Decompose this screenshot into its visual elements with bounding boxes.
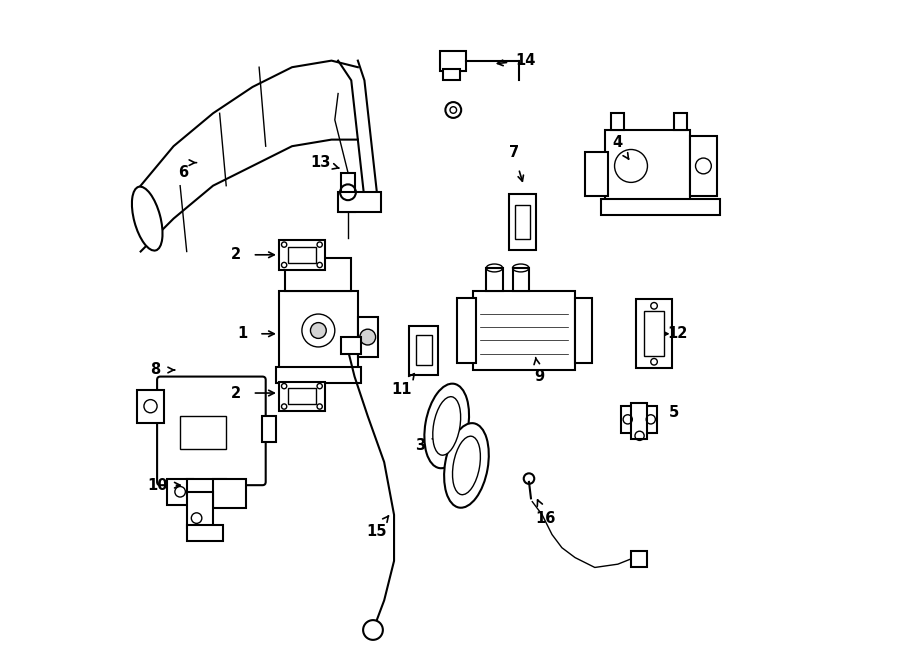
Circle shape	[360, 329, 375, 345]
Text: 14: 14	[516, 53, 536, 68]
Bar	[263, 416, 275, 442]
Bar	[279, 240, 325, 270]
Text: 5: 5	[669, 405, 679, 420]
Bar	[636, 299, 672, 368]
Circle shape	[363, 620, 382, 640]
Bar	[358, 317, 378, 357]
Text: 3: 3	[415, 438, 426, 453]
Bar	[631, 551, 647, 567]
Bar	[138, 390, 164, 422]
Circle shape	[282, 262, 287, 268]
Bar	[515, 205, 529, 239]
Bar	[288, 247, 316, 263]
Text: 7: 7	[508, 145, 519, 160]
Circle shape	[317, 404, 322, 409]
Bar	[585, 152, 608, 196]
Bar	[180, 416, 226, 449]
Text: 2: 2	[231, 385, 241, 401]
Circle shape	[317, 262, 322, 268]
Bar	[509, 194, 536, 250]
Bar	[409, 326, 438, 375]
Bar	[341, 173, 355, 212]
Circle shape	[651, 358, 657, 365]
Text: 2: 2	[231, 247, 241, 262]
Bar	[275, 367, 361, 383]
Circle shape	[282, 383, 287, 389]
Text: 16: 16	[536, 510, 555, 525]
Bar	[186, 525, 223, 541]
Text: 13: 13	[310, 155, 330, 170]
Bar	[674, 113, 687, 130]
Circle shape	[317, 242, 322, 247]
Text: 12: 12	[667, 327, 688, 341]
Circle shape	[282, 242, 287, 247]
Bar	[186, 479, 226, 495]
Bar	[621, 407, 657, 432]
Bar	[416, 335, 432, 365]
Text: 1: 1	[238, 327, 248, 341]
Bar	[341, 337, 361, 354]
Bar	[288, 388, 316, 405]
Bar	[601, 199, 720, 215]
Bar	[605, 130, 690, 202]
Bar	[285, 258, 351, 291]
Bar	[279, 291, 358, 370]
Ellipse shape	[433, 397, 461, 455]
Bar	[611, 113, 625, 130]
Circle shape	[450, 106, 456, 113]
Bar	[644, 311, 664, 356]
Ellipse shape	[444, 423, 489, 508]
Text: 10: 10	[147, 478, 167, 492]
Bar	[473, 291, 575, 370]
Text: 6: 6	[178, 165, 188, 180]
Bar	[279, 381, 325, 411]
Text: 11: 11	[392, 382, 412, 397]
Ellipse shape	[425, 383, 469, 468]
FancyBboxPatch shape	[158, 377, 266, 485]
Bar	[440, 51, 466, 71]
Bar	[456, 297, 476, 364]
Text: 15: 15	[366, 524, 386, 539]
Circle shape	[282, 404, 287, 409]
Bar	[690, 136, 716, 196]
Bar	[631, 403, 647, 439]
Text: 4: 4	[613, 136, 623, 151]
Circle shape	[651, 303, 657, 309]
Circle shape	[310, 323, 327, 338]
Bar	[575, 297, 591, 364]
Bar	[167, 479, 194, 505]
Ellipse shape	[132, 186, 163, 251]
Circle shape	[317, 383, 322, 389]
Bar	[186, 492, 213, 528]
Bar	[444, 69, 460, 81]
Bar	[338, 192, 381, 212]
Bar	[486, 268, 503, 291]
Text: 8: 8	[150, 362, 160, 377]
Bar	[213, 479, 246, 508]
Text: 9: 9	[534, 369, 544, 384]
Bar	[512, 268, 529, 291]
Ellipse shape	[453, 436, 481, 494]
